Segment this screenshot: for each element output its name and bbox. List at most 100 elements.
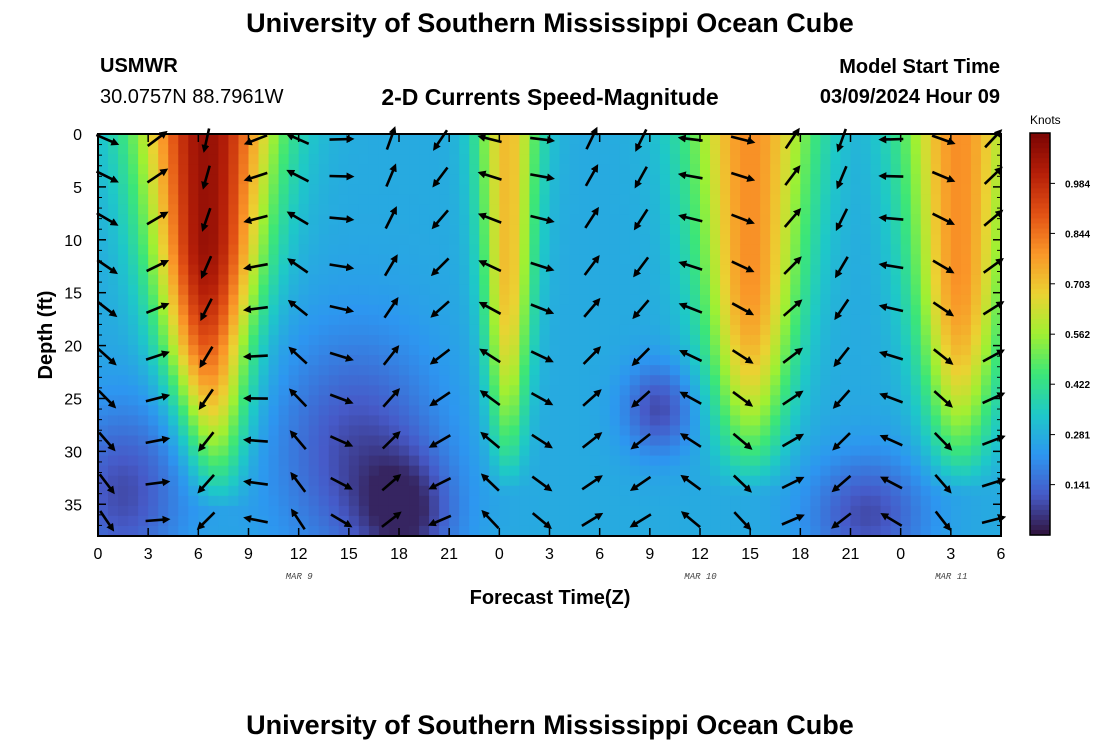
colorbar-segment	[1030, 469, 1050, 476]
heat-cell	[649, 194, 661, 205]
heat-cell	[118, 204, 129, 215]
heat-cell	[118, 174, 129, 185]
heat-cell	[700, 405, 711, 416]
heat-cell	[318, 164, 330, 175]
heat-cell	[509, 365, 520, 376]
current-vector	[732, 432, 753, 450]
heat-cell	[740, 515, 751, 527]
heat-cell	[820, 294, 832, 306]
heat-cell	[118, 365, 129, 376]
heat-cell	[990, 154, 1002, 165]
heat-cell	[960, 455, 972, 467]
heat-cell	[328, 415, 340, 427]
heat-cell	[308, 345, 320, 356]
heat-cell	[830, 144, 842, 155]
heat-cell	[850, 445, 862, 457]
heat-cell	[388, 264, 400, 276]
heat-cell	[770, 304, 781, 316]
date-label: MAR 9	[286, 572, 314, 582]
heat-cell	[529, 314, 541, 326]
heat-cell	[208, 244, 219, 256]
heat-cell	[980, 274, 992, 286]
heat-cell	[599, 244, 611, 256]
heat-cell	[419, 445, 430, 457]
heat-cell	[820, 435, 832, 447]
heat-cell	[188, 415, 199, 427]
heat-cell	[639, 154, 651, 165]
heat-cell	[539, 164, 551, 175]
heat-cell	[950, 244, 962, 256]
heat-cell	[419, 274, 430, 286]
current-vector	[196, 511, 216, 531]
heat-cell	[158, 174, 169, 185]
heat-cell	[519, 475, 531, 487]
heat-cell	[790, 194, 801, 205]
heat-cell	[348, 194, 360, 205]
current-vector	[530, 261, 555, 272]
heat-cell	[469, 184, 480, 195]
heat-cell	[760, 395, 771, 406]
heat-cell	[198, 515, 209, 527]
heat-cell	[629, 455, 641, 467]
heat-cell	[980, 495, 992, 507]
heat-cell	[308, 234, 320, 246]
heat-cell	[960, 304, 972, 316]
heat-cell	[760, 365, 771, 376]
current-vector	[381, 511, 402, 528]
heat-cell	[890, 204, 902, 215]
heat-cell	[298, 154, 310, 165]
heat-cell	[138, 194, 149, 205]
heat-cell	[629, 284, 641, 296]
heat-cell	[850, 335, 862, 346]
heat-cell	[940, 385, 952, 396]
heat-cell	[218, 415, 230, 427]
heat-cell	[679, 284, 691, 296]
heat-cell	[960, 515, 972, 527]
heat-cell	[509, 475, 520, 487]
heat-cell	[358, 475, 370, 487]
current-vector	[781, 476, 805, 490]
heat-cell	[218, 184, 230, 195]
heat-cell	[710, 314, 721, 326]
heat-cell	[228, 505, 240, 517]
heat-cell	[609, 475, 621, 487]
heat-cell	[308, 525, 320, 537]
heat-cell	[118, 455, 129, 467]
current-vector	[290, 508, 306, 531]
heat-cell	[469, 254, 480, 266]
heat-cell	[710, 304, 721, 316]
heat-cell	[619, 214, 631, 226]
heat-cell	[750, 365, 761, 376]
heat-cell	[700, 475, 711, 487]
heat-cell	[910, 375, 922, 386]
heat-cell	[198, 405, 209, 416]
heat-cell	[358, 485, 370, 497]
heat-cell	[529, 274, 541, 286]
heat-cell	[128, 144, 139, 155]
heat-cell	[238, 194, 250, 205]
heat-cell	[900, 495, 912, 507]
heat-cell	[138, 385, 149, 396]
heat-cell	[228, 435, 240, 447]
heat-cell	[770, 505, 781, 517]
heat-cell	[228, 515, 240, 527]
heat-cell	[268, 515, 280, 527]
heat-cell	[278, 164, 290, 175]
heat-cell	[990, 284, 1002, 296]
heat-cell	[519, 335, 531, 346]
heat-cell	[790, 224, 801, 236]
heat-cell	[308, 164, 320, 175]
heat-cell	[268, 184, 280, 195]
heat-cell	[810, 355, 821, 366]
heat-cell	[990, 355, 1002, 366]
heat-cell	[318, 224, 330, 236]
current-vector	[481, 509, 500, 529]
heat-cell	[990, 174, 1002, 185]
heat-cell	[649, 385, 661, 396]
heat-cell	[98, 244, 109, 256]
heat-cell	[499, 395, 510, 406]
heat-cell	[198, 244, 209, 256]
heat-cell	[128, 355, 139, 366]
heat-cell	[138, 485, 149, 497]
heat-cell	[419, 475, 430, 487]
